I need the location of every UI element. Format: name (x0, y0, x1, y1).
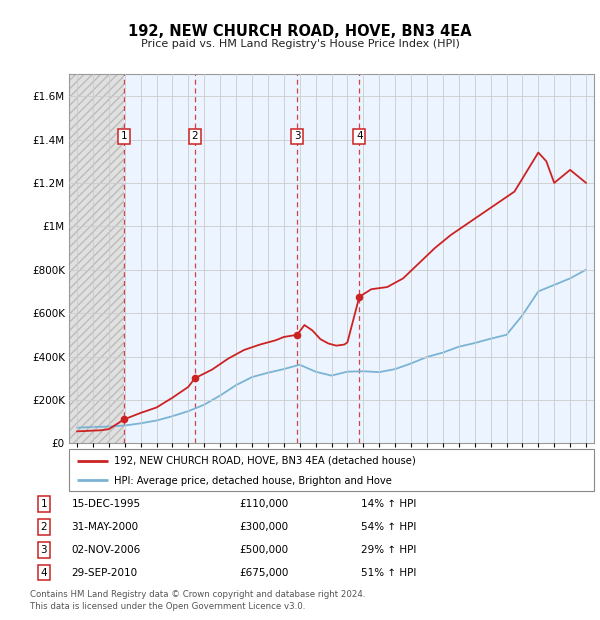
Text: £675,000: £675,000 (240, 567, 289, 578)
Text: 2: 2 (40, 521, 47, 532)
Text: 31-MAY-2000: 31-MAY-2000 (71, 521, 139, 532)
Text: 4: 4 (356, 131, 362, 141)
Bar (69, 74, 124, 443)
Text: 4: 4 (40, 567, 47, 578)
Bar (195, 74, 297, 443)
Bar (359, 74, 594, 443)
Text: 29-SEP-2010: 29-SEP-2010 (71, 567, 137, 578)
Text: 14% ↑ HPI: 14% ↑ HPI (361, 498, 416, 509)
Text: Price paid vs. HM Land Registry's House Price Index (HPI): Price paid vs. HM Land Registry's House … (140, 39, 460, 49)
Bar (297, 74, 359, 443)
Text: £300,000: £300,000 (240, 521, 289, 532)
Text: £110,000: £110,000 (240, 498, 289, 509)
Text: 192, NEW CHURCH ROAD, HOVE, BN3 4EA: 192, NEW CHURCH ROAD, HOVE, BN3 4EA (128, 24, 472, 38)
Text: 29% ↑ HPI: 29% ↑ HPI (361, 544, 416, 555)
Text: Contains HM Land Registry data © Crown copyright and database right 2024.
This d: Contains HM Land Registry data © Crown c… (30, 590, 365, 611)
Text: £500,000: £500,000 (240, 544, 289, 555)
Text: 02-NOV-2006: 02-NOV-2006 (71, 544, 140, 555)
FancyBboxPatch shape (69, 449, 594, 491)
Text: 51% ↑ HPI: 51% ↑ HPI (361, 567, 416, 578)
Text: 2: 2 (191, 131, 198, 141)
Text: 54% ↑ HPI: 54% ↑ HPI (361, 521, 416, 532)
Bar (124, 74, 195, 443)
Text: 1: 1 (40, 498, 47, 509)
Text: 15-DEC-1995: 15-DEC-1995 (71, 498, 140, 509)
Text: 192, NEW CHURCH ROAD, HOVE, BN3 4EA (detached house): 192, NEW CHURCH ROAD, HOVE, BN3 4EA (det… (113, 456, 415, 466)
Text: 1: 1 (121, 131, 127, 141)
Text: 3: 3 (40, 544, 47, 555)
Text: 3: 3 (294, 131, 301, 141)
Text: HPI: Average price, detached house, Brighton and Hove: HPI: Average price, detached house, Brig… (113, 476, 392, 485)
